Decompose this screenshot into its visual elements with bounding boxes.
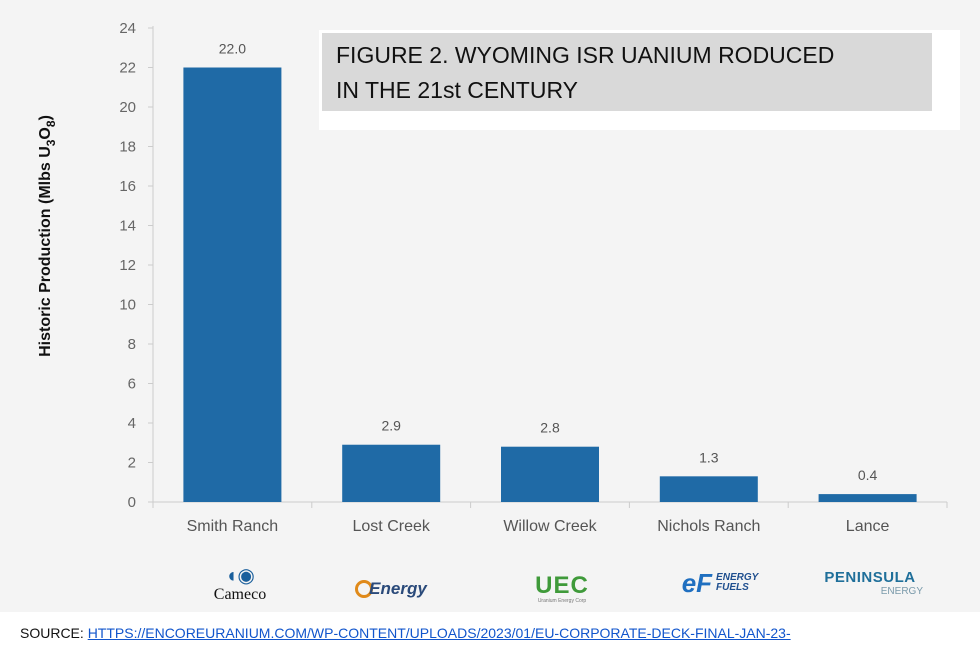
y-tick-label: 10 [119, 297, 136, 314]
ur-energy-ring-icon [355, 580, 374, 598]
y-tick-label: 0 [128, 494, 136, 511]
y-tick-label: 20 [119, 99, 136, 116]
source-link[interactable]: HTTPS://ENCOREURANIUM.COM/WP-CONTENT/UPL… [87, 625, 791, 641]
x-tick-label: Willow Creek [503, 518, 597, 535]
ur-energy-logo: Energy [335, 566, 447, 612]
energy-fuels-ef-icon: eF [681, 567, 713, 598]
data-label: 0.4 [858, 467, 878, 483]
cameco-logo: ◖◉ Cameco [213, 565, 267, 603]
bar [659, 476, 758, 502]
peninsula-wave-icon: ENERGY [880, 586, 923, 597]
y-tick-label: 4 [128, 415, 136, 432]
data-label: 1.3 [699, 449, 719, 465]
y-tick-label: 2 [128, 455, 136, 472]
energy-fuels-logo: eF ENERGY FUELS [681, 567, 759, 598]
cameco-wave-icon: ◖◉ [225, 565, 255, 587]
chart-title-line-2: IN THE 21st CENTURY [336, 77, 578, 103]
uec-logo: UEC Uranium Energy Corp [535, 572, 589, 605]
bar [818, 494, 917, 502]
data-label: 2.8 [540, 420, 560, 436]
bars [183, 67, 917, 502]
chart-title-line-1: FIGURE 2. WYOMING ISR UANIUM RODUCED [336, 42, 835, 68]
x-axis: Smith Ranch Lost Creek Willow Creek Nichols… [152, 501, 948, 535]
bar [342, 444, 441, 502]
x-tick-label: Lost Creek [353, 518, 431, 535]
y-tick-label: 18 [119, 139, 136, 156]
y-tick-label: 24 [119, 20, 136, 37]
x-tick-label: Nichols Ranch [657, 518, 760, 535]
bar [501, 446, 599, 502]
source-note: SOURCE: HTTPS://ENCOREURANIUM.COM/WP-CON… [20, 625, 975, 647]
data-label: 2.9 [381, 418, 401, 434]
chart-title: FIGURE 2. WYOMING ISR UANIUM RODUCED IN … [322, 33, 932, 111]
plot-area: 0 2 4 6 8 10 12 14 16 18 20 22 24 Smith Ranch Lost Cr… [0, 0, 980, 612]
y-axis-title: Historic Production (Mlbs U3O8) [37, 115, 58, 357]
source-label: SOURCE: [20, 625, 88, 641]
y-tick-label: 6 [128, 376, 136, 393]
y-tick-label: 16 [119, 178, 136, 195]
y-tick-label: 8 [128, 336, 136, 353]
y-tick-label: 14 [119, 218, 136, 235]
x-tick-label: Lance [846, 518, 890, 535]
x-tick-label: Smith Ranch [187, 518, 279, 535]
data-labels: 22.0 2.9 2.8 1.3 0.4 [219, 41, 878, 484]
peninsula-energy-logo: PENINSULA ENERGY [824, 569, 923, 597]
y-tick-label: 12 [119, 257, 136, 274]
y-tick-label: 22 [119, 60, 136, 77]
data-label: 22.0 [219, 41, 246, 57]
bar [183, 67, 282, 502]
